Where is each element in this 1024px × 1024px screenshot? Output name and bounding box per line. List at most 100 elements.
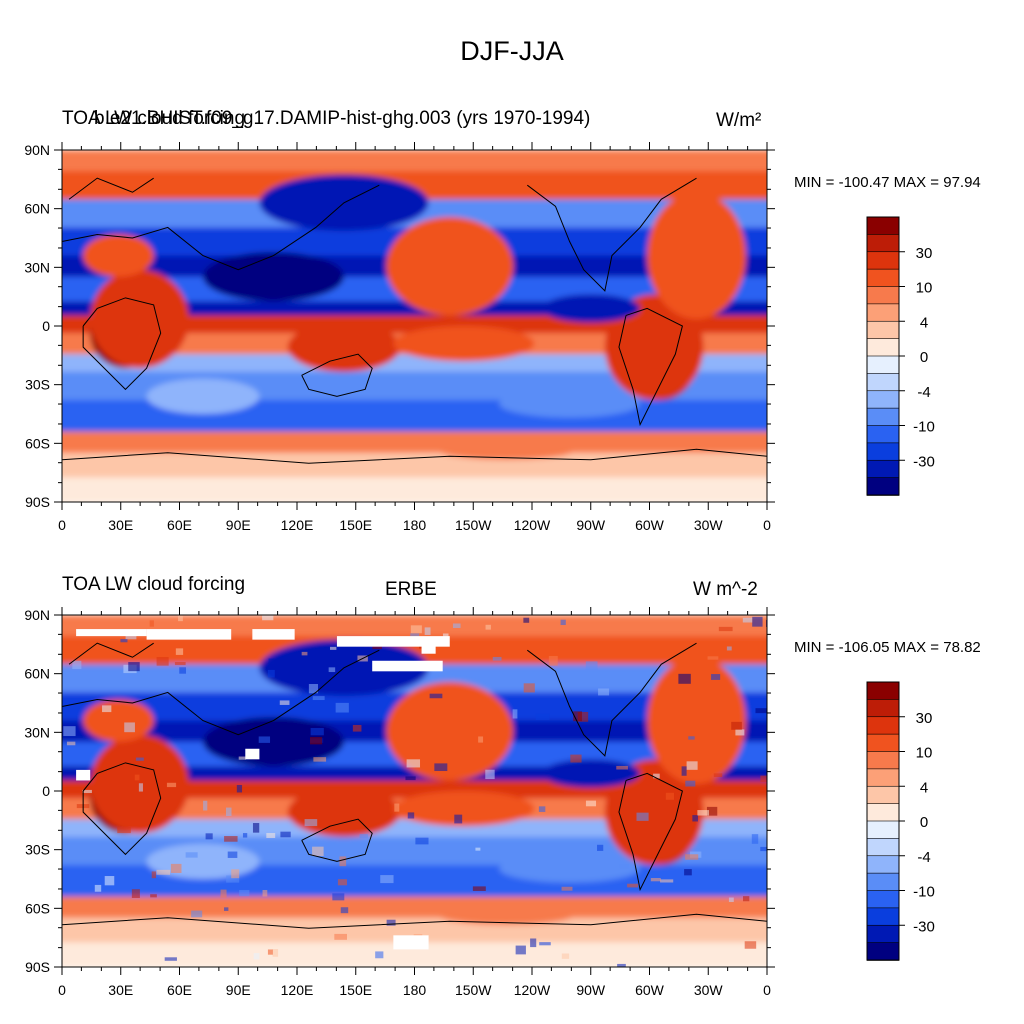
panel2-center-title: ERBE bbox=[385, 579, 437, 600]
map-blob bbox=[83, 234, 154, 277]
map-panel-2 bbox=[62, 615, 767, 967]
map-speckle bbox=[394, 803, 400, 812]
map-speckle bbox=[238, 756, 247, 760]
map-speckle bbox=[94, 884, 102, 892]
map-speckle bbox=[686, 761, 698, 770]
map-speckle bbox=[570, 754, 582, 763]
map-blob bbox=[541, 759, 641, 788]
map-speckle bbox=[692, 815, 698, 822]
colorbar-box bbox=[866, 855, 900, 874]
colorbar-box bbox=[866, 699, 900, 718]
map-speckle bbox=[538, 806, 546, 812]
map-speckle bbox=[340, 907, 349, 914]
colorbar-label: 4 bbox=[920, 779, 928, 796]
map-blob bbox=[435, 438, 577, 460]
coastline bbox=[62, 448, 767, 464]
map-blob bbox=[287, 322, 401, 372]
map-speckle bbox=[454, 814, 463, 824]
map-blob bbox=[647, 657, 746, 784]
map-speckle bbox=[743, 896, 750, 902]
map-speckle bbox=[752, 616, 763, 627]
colorbar-label: -30 bbox=[913, 453, 935, 470]
map-speckle bbox=[678, 673, 691, 684]
main-title: DJF-JJA bbox=[460, 36, 564, 66]
map-speckle bbox=[178, 615, 183, 622]
x-tick-label: 120E bbox=[281, 517, 314, 533]
map-speckle bbox=[308, 683, 319, 694]
map-speckle bbox=[619, 864, 629, 869]
map-blob bbox=[287, 787, 401, 837]
map-speckle bbox=[478, 736, 484, 743]
x-tick-label: 60W bbox=[635, 982, 665, 998]
panel2-minmax: MIN = -106.05 MAX = 78.82 bbox=[794, 639, 981, 656]
map-speckle bbox=[535, 713, 550, 720]
map-speckle bbox=[560, 619, 566, 626]
map-speckle bbox=[117, 827, 131, 834]
map-blob bbox=[499, 389, 641, 418]
coastline bbox=[618, 772, 683, 892]
map-speckle bbox=[577, 711, 589, 722]
colorbar-label: 0 bbox=[920, 349, 928, 366]
map-speckle bbox=[359, 834, 369, 839]
colorbar-box bbox=[866, 320, 900, 340]
map-speckle bbox=[82, 789, 92, 794]
map-speckle bbox=[472, 886, 486, 891]
y-tick-label: 90N bbox=[24, 142, 50, 158]
y-tick-label: 60S bbox=[25, 435, 50, 451]
map-speckle bbox=[220, 889, 227, 898]
coastline bbox=[527, 177, 697, 292]
colorbar-label: -10 bbox=[913, 884, 935, 901]
map-speckle bbox=[72, 660, 82, 670]
missing-data-mask bbox=[372, 660, 443, 672]
map-speckle bbox=[485, 769, 495, 780]
map-speckle bbox=[239, 890, 250, 897]
map-speckle bbox=[616, 765, 628, 770]
y-tick-label: 30N bbox=[24, 259, 50, 275]
panel1-minmax: MIN = -100.47 MAX = 97.94 bbox=[794, 174, 981, 191]
map-speckle bbox=[685, 780, 696, 787]
colorbar-box bbox=[866, 303, 900, 323]
colorbar-box bbox=[866, 355, 900, 375]
map-speckle bbox=[406, 759, 421, 768]
map-speckle bbox=[744, 941, 757, 949]
colorbar-box bbox=[866, 338, 900, 357]
colorbar-label: -10 bbox=[913, 419, 935, 436]
map-speckle bbox=[530, 938, 537, 948]
map-speckle bbox=[765, 619, 767, 627]
map-speckle bbox=[226, 875, 240, 883]
map-band bbox=[62, 354, 767, 373]
map-speckle bbox=[375, 951, 384, 959]
colorbar-box bbox=[866, 477, 900, 496]
map-speckle bbox=[174, 662, 186, 666]
x-tick-label: 150W bbox=[455, 982, 492, 998]
map-speckle bbox=[166, 782, 177, 788]
y-tick-label: 30N bbox=[24, 724, 50, 740]
map-speckle bbox=[410, 625, 422, 634]
x-tick-label: 0 bbox=[763, 982, 771, 998]
colorbar-box bbox=[866, 390, 900, 409]
coastline bbox=[82, 297, 162, 391]
coastline bbox=[527, 642, 697, 757]
map-speckle bbox=[760, 846, 767, 852]
map-speckle bbox=[650, 878, 661, 882]
map-speckle bbox=[225, 807, 232, 816]
x-tick-label: 60E bbox=[167, 982, 192, 998]
colorbar-label: 10 bbox=[916, 745, 933, 762]
map-speckle bbox=[751, 834, 759, 844]
y-tick-label: 90N bbox=[24, 607, 50, 623]
map-speckle bbox=[227, 851, 238, 858]
map-speckle bbox=[337, 879, 347, 886]
map-band bbox=[62, 452, 767, 479]
map-speckle bbox=[485, 624, 491, 630]
map-speckle bbox=[179, 667, 187, 674]
map-speckle bbox=[515, 945, 526, 955]
colorbar-box bbox=[866, 425, 900, 444]
colorbar-box bbox=[866, 442, 900, 462]
y-tick-label: 60N bbox=[24, 201, 50, 217]
colorbar-label: -4 bbox=[917, 849, 930, 866]
colorbar-box bbox=[866, 733, 900, 753]
map-speckle bbox=[205, 833, 213, 840]
map-speckle bbox=[224, 907, 229, 911]
x-tick-label: 90W bbox=[576, 517, 606, 533]
